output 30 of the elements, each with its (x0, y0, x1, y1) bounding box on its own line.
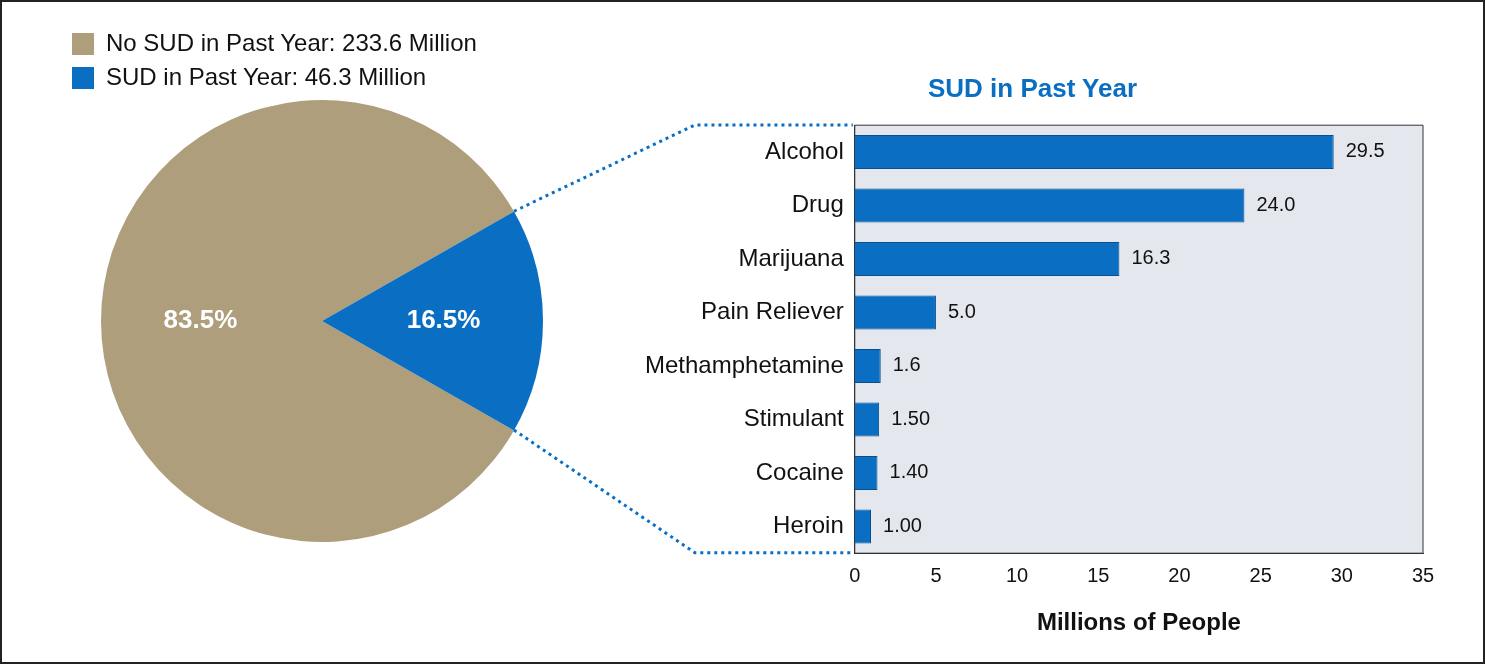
data-label: 1.40 (889, 460, 929, 483)
data-label: 1.50 (891, 406, 931, 429)
data-label: 24.0 (1256, 192, 1296, 215)
x-tick-label: 15 (1087, 563, 1110, 586)
x-tick-label: 30 (1330, 563, 1353, 586)
data-label: 5.0 (947, 299, 976, 322)
x-tick-label: 25 (1249, 563, 1272, 586)
data-label: 1.6 (892, 353, 921, 376)
chart-title: SUD in Past Year (927, 72, 1138, 103)
data-label: 1.00 (883, 513, 922, 536)
x-tick-label: 10 (1006, 563, 1029, 586)
y-tick-label: Heroin (773, 511, 844, 539)
y-tick-label: Alcohol (765, 136, 844, 164)
y-tick-label: Stimulant (743, 404, 845, 432)
legend-label: SUD in Past Year: 46.3 Million (106, 62, 427, 90)
y-tick-label: Drug (791, 190, 844, 218)
y-tick-label: Marijuana (738, 243, 845, 271)
data-label: 16.5% (406, 304, 481, 335)
x-tick-label: 0 (849, 563, 861, 586)
y-tick-label: Methamphetamine (644, 350, 844, 378)
x-axis-title: Millions of People (1036, 608, 1241, 636)
data-label: 83.5% (163, 304, 238, 335)
y-tick-label: Cocaine (755, 457, 844, 485)
y-tick-label: Pain Reliever (701, 297, 844, 325)
x-tick-label: 35 (1411, 563, 1435, 586)
data-label: 16.3 (1131, 246, 1171, 269)
legend-label: No SUD in Past Year: 233.6 Million (106, 28, 477, 56)
x-tick-label: 5 (930, 563, 942, 586)
data-label: 29.5 (1345, 139, 1385, 162)
x-tick-label: 20 (1168, 563, 1191, 586)
